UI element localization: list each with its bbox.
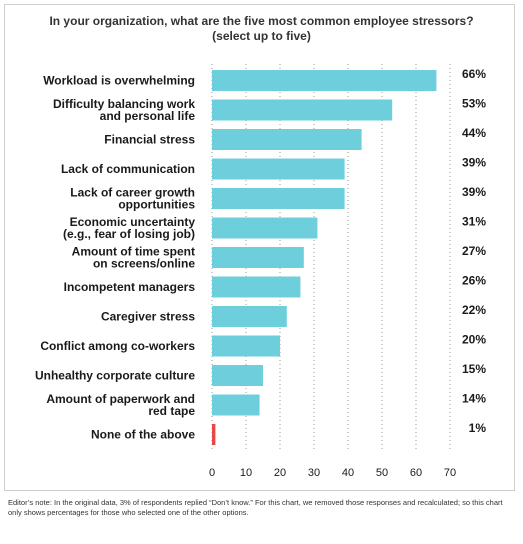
x-tick-label-50: 50 (376, 467, 388, 479)
category-label-0: Workload is overwhelming (43, 74, 195, 88)
category-label-11: Amount of paperwork and red tape (46, 392, 195, 418)
bar-10 (212, 365, 263, 386)
category-label-line: Workload is overwhelming (43, 74, 195, 88)
x-tick-label-10: 10 (240, 467, 252, 479)
category-label-line: Incompetent managers (64, 280, 196, 294)
chart-title: In your organization, what are the five … (49, 14, 474, 28)
bar-6 (212, 247, 304, 268)
category-label-line: Economic uncertainty (70, 215, 196, 229)
category-label-4: Lack of career growth opportunities (70, 186, 195, 212)
value-label-1: 53% (462, 97, 486, 111)
bar-0 (212, 70, 437, 91)
value-label-0: 66% (462, 67, 486, 81)
category-label-line: Unhealthy corporate culture (35, 369, 195, 383)
value-label-2: 44% (462, 126, 486, 140)
x-tick-label-60: 60 (410, 467, 422, 479)
bar-4 (212, 188, 345, 209)
chart-title-block: In your organization, what are the five … (0, 14, 523, 44)
bar-8 (212, 306, 287, 327)
category-label-line: Lack of career growth (70, 186, 195, 200)
category-label-line: Amount of time spent (72, 245, 195, 259)
category-label-line: opportunities (118, 198, 195, 212)
value-label-8: 22% (462, 303, 486, 317)
category-label-10: Unhealthy corporate culture (35, 369, 195, 383)
value-label-7: 26% (462, 274, 486, 288)
category-label-line: (e.g., fear of losing job) (63, 227, 195, 241)
value-label-4: 39% (462, 185, 486, 199)
editors-note: Editor’s note: In the original data, 3% … (8, 498, 503, 517)
bar-12 (212, 424, 216, 445)
category-label-7: Incompetent managers (64, 280, 196, 294)
x-tick-label-40: 40 (342, 467, 354, 479)
chart-frame (4, 4, 515, 491)
chart-subtitle: (select up to five) (212, 29, 311, 43)
bar-9 (212, 335, 280, 357)
category-label-3: Lack of communication (61, 162, 195, 176)
value-label-5: 31% (462, 215, 486, 229)
x-tick-label-70: 70 (444, 467, 456, 479)
category-label-1: Difficulty balancing work and personal li… (53, 97, 195, 123)
bar-1 (212, 99, 393, 121)
bar-5 (212, 217, 318, 239)
x-tick-label-30: 30 (308, 467, 320, 479)
x-tick-label-20: 20 (274, 467, 286, 479)
category-label-5: Economic uncertainty (e.g., fear of losin… (63, 215, 195, 241)
category-label-line: Financial stress (104, 133, 195, 147)
category-label-2: Financial stress (104, 133, 195, 147)
value-label-6: 27% (462, 244, 486, 258)
category-label-line: Conflict among co-workers (40, 339, 195, 353)
category-label-8: Caregiver stress (101, 310, 195, 324)
bar-11 (212, 394, 260, 416)
bar-7 (212, 276, 301, 298)
category-label-line: Caregiver stress (101, 310, 195, 324)
category-label-line: on screens/online (93, 257, 195, 271)
category-label-9: Conflict among co-workers (40, 339, 195, 353)
value-label-10: 15% (462, 362, 486, 376)
value-label-12: 1% (469, 421, 487, 435)
value-label-9: 20% (462, 333, 486, 347)
category-label-line: Lack of communication (61, 162, 195, 176)
category-label-line: Amount of paperwork and (46, 392, 195, 406)
value-label-3: 39% (462, 156, 486, 170)
bar-chart: Workload is overwhelming 66% Difficulty ba… (35, 64, 487, 479)
x-tick-label-0: 0 (209, 467, 215, 479)
category-label-12: None of the above (91, 428, 195, 442)
category-label-line: red tape (148, 404, 195, 418)
bar-3 (212, 158, 345, 180)
category-label-line: Difficulty balancing work (53, 97, 195, 111)
bar-2 (212, 129, 362, 150)
category-label-line: None of the above (91, 428, 195, 442)
category-label-line: and personal life (100, 109, 196, 123)
category-label-6: Amount of time spent on screens/online (72, 245, 196, 271)
value-label-11: 14% (462, 392, 486, 406)
